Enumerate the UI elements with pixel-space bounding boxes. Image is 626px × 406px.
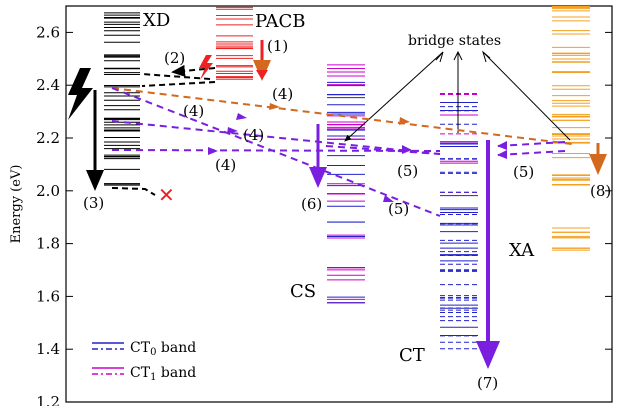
band-label-pacb: PACB (255, 11, 305, 32)
step-label-5b: (5) (388, 200, 409, 218)
band-label-xd: XD (143, 10, 170, 31)
step-label-2: (2) (164, 49, 185, 67)
transfer-head-b (227, 127, 238, 134)
arrow-xd-to-xa-orange (111, 87, 573, 145)
y-tick-label: 1.4 (36, 340, 60, 358)
y-tick-label: 1.6 (36, 287, 60, 305)
y-tick-label: 1.2 (36, 393, 60, 406)
transfer-head-xa2 (497, 150, 507, 159)
bridge-arrowhead-3 (482, 50, 491, 63)
step-label-8: (8) (590, 182, 611, 200)
transfer-head-c1 (208, 147, 218, 155)
arrow-step-2a (171, 64, 216, 77)
loss-cross-icon: ✕ (158, 183, 175, 207)
arrow-step-2c (141, 81, 216, 87)
step-label-7: (7) (477, 374, 498, 392)
step-label-4d: (4) (215, 156, 236, 174)
step-label-1: (1) (267, 37, 288, 55)
arrow-step-2b (141, 73, 211, 80)
step-label-6: (6) (301, 195, 322, 213)
transfer-head-a2 (383, 195, 394, 202)
pacb-lightning-icon (199, 55, 213, 80)
band-label-cs: CS (290, 281, 316, 302)
band-levels (104, 6, 590, 350)
bridge-arrowhead-2 (453, 50, 463, 61)
legend: CT0 band CT1 band (92, 340, 196, 383)
arrow-orange-head-2 (399, 117, 410, 125)
y-tick-label: 2.4 (36, 76, 60, 94)
legend-label-ct1: CT1 band (130, 365, 196, 383)
legend-label-ct0: CT0 band (130, 340, 196, 358)
bridge-states-label: bridge states (408, 33, 501, 49)
step-label-5a: (5) (397, 162, 418, 180)
y-tick-label: 2.6 (36, 23, 60, 41)
step-label-4c: (4) (243, 126, 264, 144)
bridge-pointer-1 (344, 51, 444, 142)
band-label-xa: XA (509, 240, 535, 261)
step-label-3: (3) (83, 194, 104, 212)
step-label-4a: (4) (272, 85, 293, 103)
transfer-line-b (111, 120, 441, 155)
transfer-line-c (111, 149, 441, 152)
y-tick-label: 2.2 (36, 129, 60, 147)
y-tick-label: 2.0 (36, 182, 60, 200)
bridge-pointer-3 (482, 51, 571, 141)
arrow-orange-head-1 (269, 103, 280, 110)
y-tick-label: 1.8 (36, 235, 60, 253)
bridge-arrowhead-1 (435, 51, 444, 63)
arrow-step-1-head (256, 70, 268, 80)
excitation-lightning-icon (68, 68, 93, 120)
step-label-5c: (5) (513, 163, 534, 181)
y-axis-label: Energy (eV) (9, 165, 24, 244)
step-label-4b: (4) (183, 102, 204, 120)
plot-frame (65, 5, 613, 403)
transfer-line-a (111, 87, 441, 217)
transfer-head-a1 (236, 113, 247, 120)
band-label-ct: CT (399, 345, 425, 366)
transfer-head-xa1 (497, 141, 507, 150)
xd-recombination-path (111, 187, 156, 196)
y-axis: 1.2 1.4 1.6 1.8 2.0 2.2 2.4 2.6 (36, 23, 612, 406)
